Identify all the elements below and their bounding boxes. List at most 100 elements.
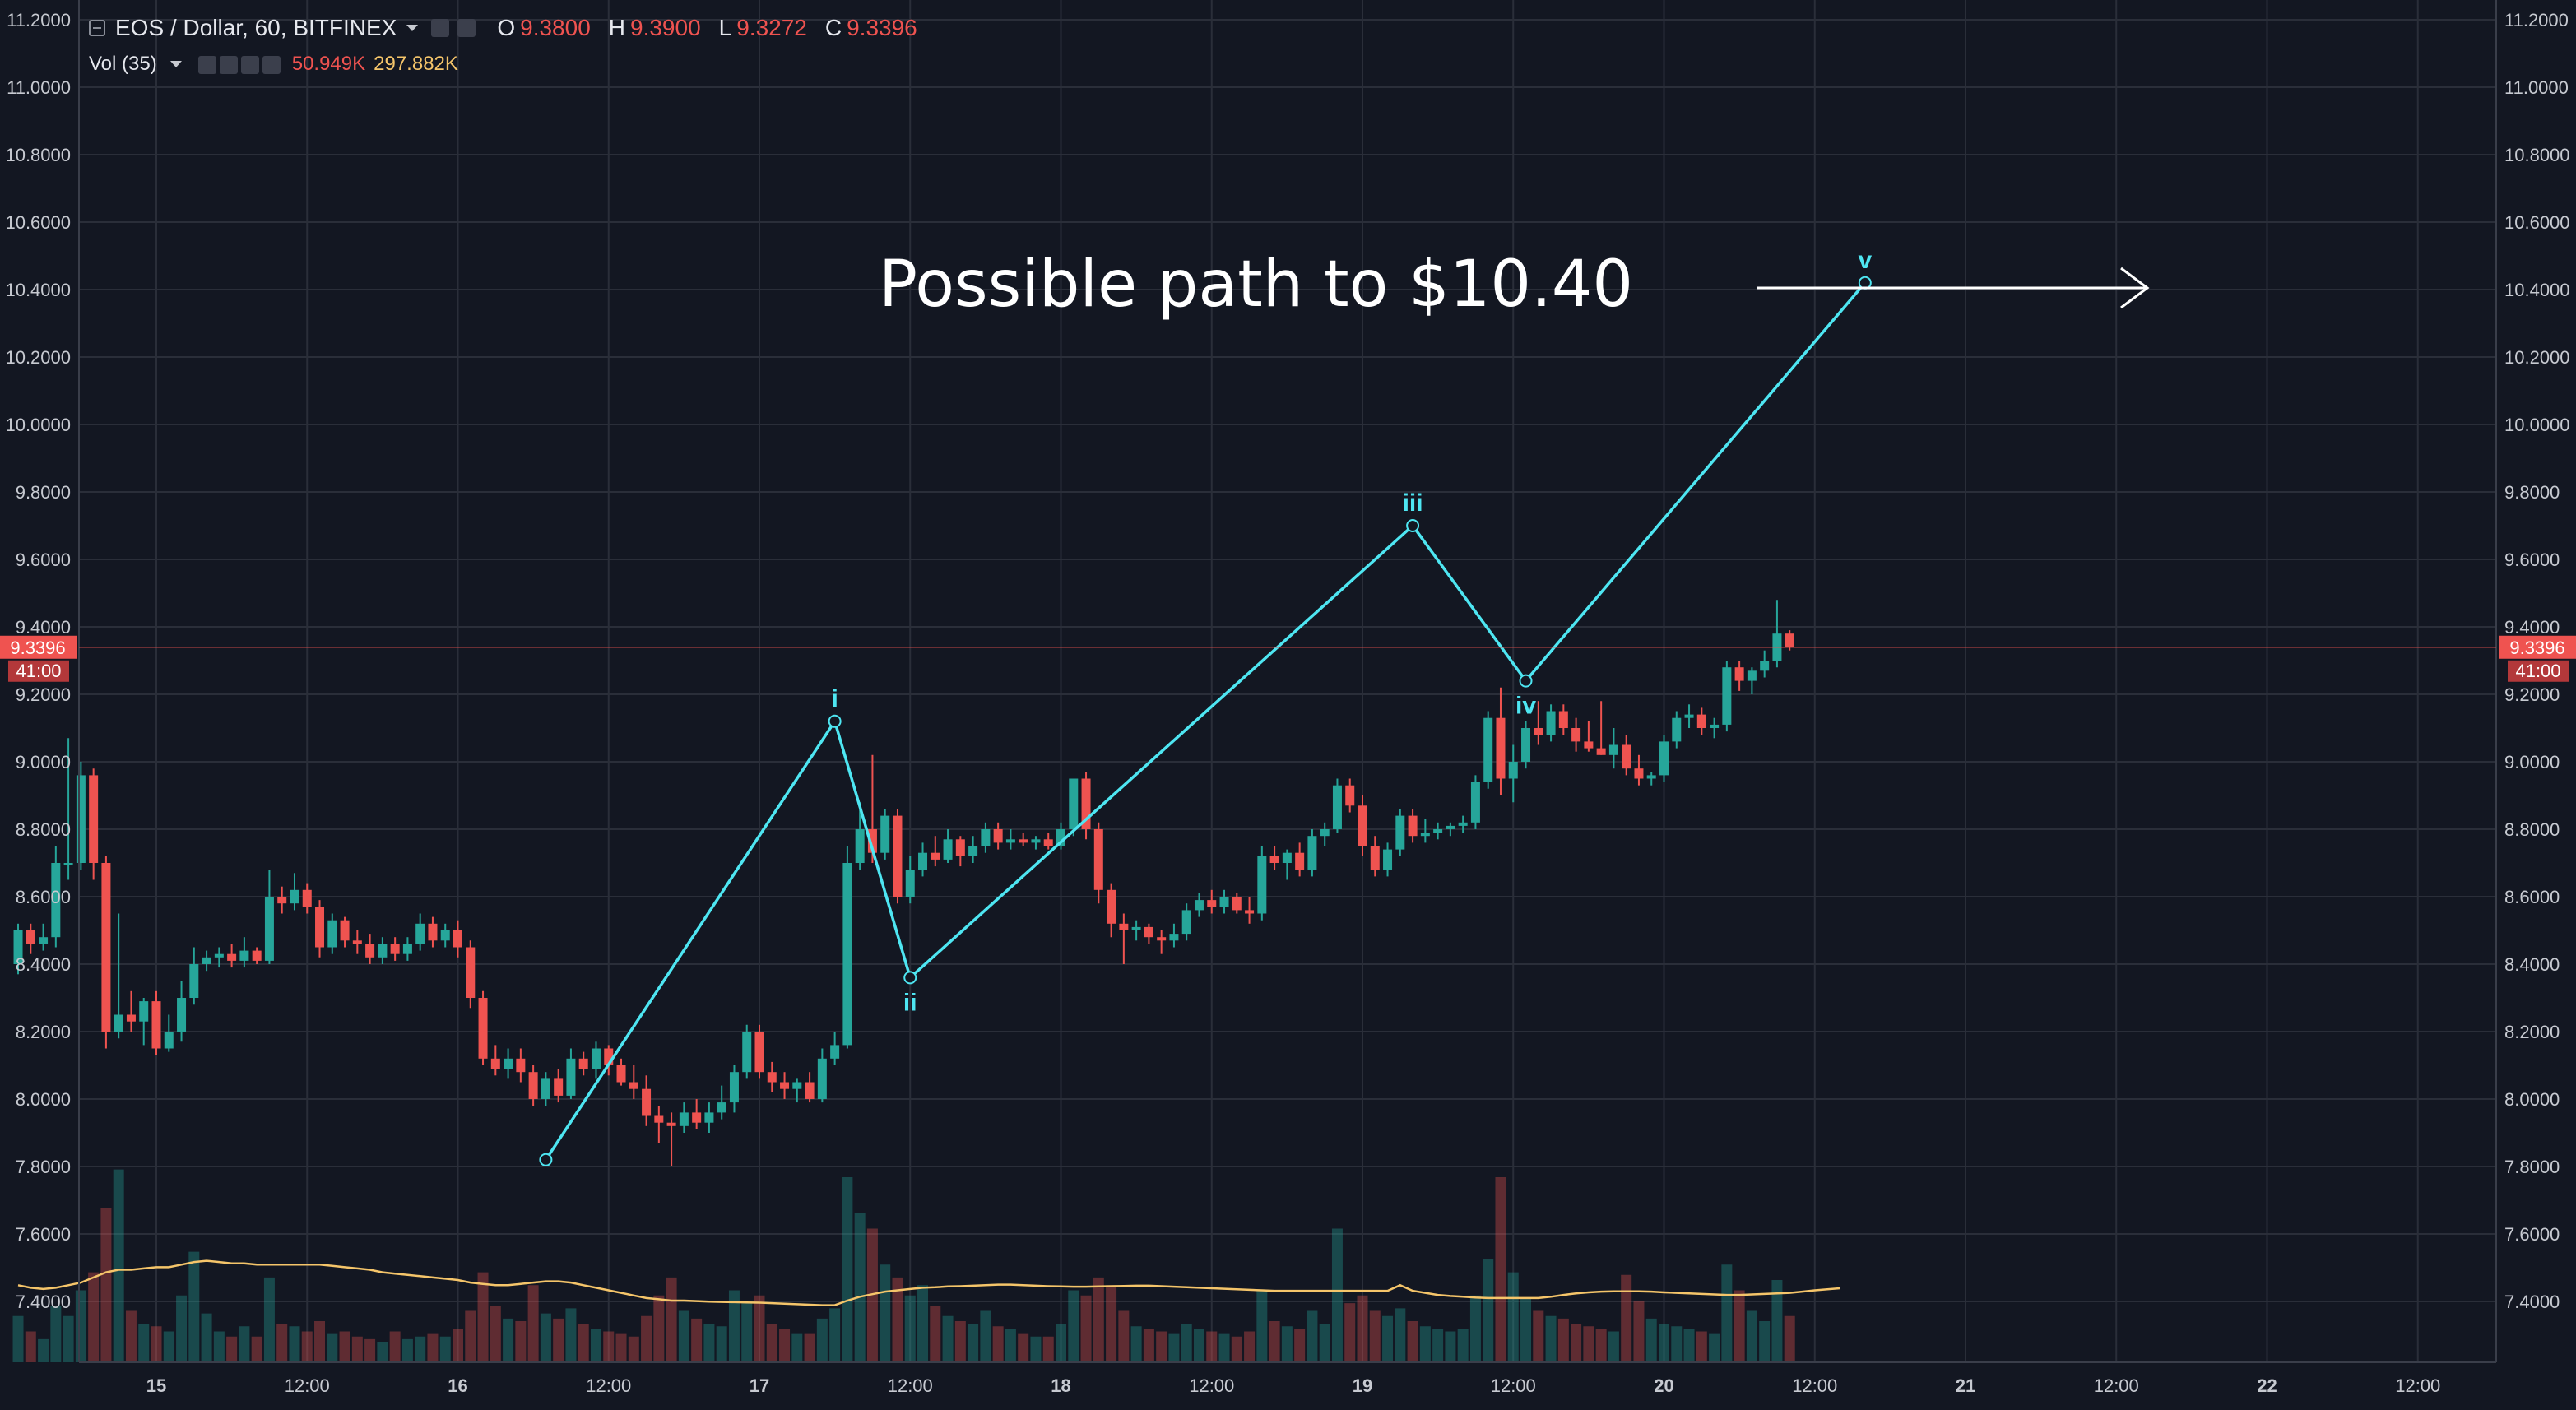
volume-bar — [1533, 1310, 1544, 1362]
volume-bar — [1231, 1336, 1242, 1362]
candle-body — [642, 1088, 652, 1116]
volume-bar — [1130, 1326, 1142, 1362]
volume-bar — [1507, 1272, 1519, 1362]
candle-body — [1219, 897, 1229, 907]
volume-bar — [540, 1313, 551, 1362]
volume-bar — [1746, 1310, 1757, 1362]
y-tick-label-left: 9.4000 — [16, 617, 71, 638]
volume-bar — [12, 1315, 24, 1362]
volume-bar — [590, 1329, 601, 1362]
gear-icon[interactable] — [219, 55, 238, 74]
wave-label-iv: iv — [1515, 693, 1536, 720]
candle-body — [352, 940, 362, 944]
volume-ma-value: 297.882K — [374, 53, 458, 75]
volume-bar — [1357, 1295, 1368, 1362]
candle-body — [1107, 889, 1116, 924]
candle-body — [1596, 748, 1606, 755]
y-tick-label-right: 8.8000 — [2504, 819, 2560, 840]
volume-bar — [1583, 1326, 1594, 1362]
volume-bar — [301, 1331, 313, 1362]
y-tick-label-right: 9.2000 — [2504, 684, 2560, 705]
x-tick-label: 12:00 — [2094, 1375, 2139, 1396]
symbol-name[interactable]: EOS / Dollar, 60, BITFINEX — [115, 15, 397, 40]
candle-body — [1269, 856, 1279, 863]
volume-bar — [816, 1318, 828, 1362]
candle-body — [453, 930, 462, 948]
volume-bar — [968, 1324, 979, 1362]
candle-body — [478, 998, 488, 1059]
candle-body — [1608, 744, 1618, 755]
y-tick-label-left: 8.0000 — [16, 1089, 71, 1110]
volume-bar — [1659, 1324, 1669, 1362]
candle-body — [1684, 714, 1694, 718]
volume-bar — [1307, 1310, 1318, 1362]
volume-bar — [1118, 1310, 1130, 1362]
eye-icon[interactable] — [431, 19, 450, 37]
candle-body — [654, 1115, 664, 1123]
add-icon[interactable] — [240, 55, 259, 74]
volume-indicator-label[interactable]: Vol (35) — [89, 53, 157, 75]
chevron-down-icon[interactable] — [406, 25, 419, 31]
candle-body — [1019, 839, 1028, 843]
volume-bar — [1156, 1331, 1167, 1362]
volume-bar — [113, 1169, 124, 1362]
eye-icon[interactable] — [197, 55, 216, 74]
gear-icon[interactable] — [457, 19, 476, 37]
candle-body — [805, 1082, 815, 1099]
volume-bar — [829, 1308, 841, 1362]
y-tick-label-right: 8.2000 — [2504, 1022, 2560, 1042]
candle-body — [591, 1048, 601, 1069]
candle-body — [76, 775, 86, 863]
y-tick-label-right: 10.6000 — [2504, 212, 2570, 233]
volume-bar — [653, 1295, 665, 1362]
y-tick-label-right: 9.8000 — [2504, 482, 2560, 503]
candle-body — [490, 1058, 500, 1069]
y-tick-label-right: 8.0000 — [2504, 1089, 2560, 1110]
volume-bar — [465, 1310, 476, 1362]
candle-body — [239, 950, 249, 961]
volume-bar — [1571, 1324, 1582, 1362]
collapse-icon[interactable] — [89, 20, 105, 36]
y-tick-label-left: 11.2000 — [7, 10, 71, 30]
volume-bar — [1206, 1331, 1218, 1362]
chevron-down-icon[interactable] — [169, 61, 182, 67]
volume-bar — [25, 1331, 36, 1362]
candle-body — [114, 1014, 123, 1032]
candle-body — [931, 852, 940, 860]
candle-body — [315, 907, 325, 948]
close-icon[interactable] — [262, 55, 281, 74]
volume-bar — [703, 1324, 715, 1362]
volume-bar — [904, 1295, 916, 1362]
volume-bar — [1671, 1326, 1683, 1362]
price-tag-text: 9.3396 — [10, 638, 65, 658]
volume-bar — [1344, 1303, 1356, 1362]
volume-bar — [1395, 1308, 1406, 1362]
candle-body — [616, 1065, 626, 1083]
y-tick-label-left: 9.6000 — [16, 550, 71, 570]
candle-body — [1408, 815, 1418, 837]
x-tick-label: 12:00 — [285, 1375, 330, 1396]
candle-body — [767, 1072, 777, 1083]
y-tick-label-left: 8.2000 — [16, 1022, 71, 1042]
candle-body — [290, 889, 299, 904]
volume-bar — [791, 1333, 803, 1362]
volume-bar — [741, 1303, 753, 1362]
volume-bar — [1080, 1295, 1092, 1362]
candle-body — [1307, 836, 1317, 870]
open-value: 9.3800 — [520, 15, 591, 40]
candle-body — [390, 944, 400, 954]
candle-body — [1282, 852, 1292, 863]
candle-body — [1119, 923, 1129, 930]
volume-bar — [804, 1333, 815, 1362]
volume-bar — [1168, 1333, 1180, 1362]
candle-body — [1093, 829, 1103, 890]
volume-bar — [728, 1290, 740, 1362]
candle-body — [1646, 775, 1656, 779]
volume-bars — [12, 1169, 1795, 1362]
candle-body — [1672, 717, 1682, 742]
volume-bar — [351, 1336, 363, 1362]
candle-body — [1584, 741, 1594, 749]
wave-node — [1406, 519, 1420, 532]
